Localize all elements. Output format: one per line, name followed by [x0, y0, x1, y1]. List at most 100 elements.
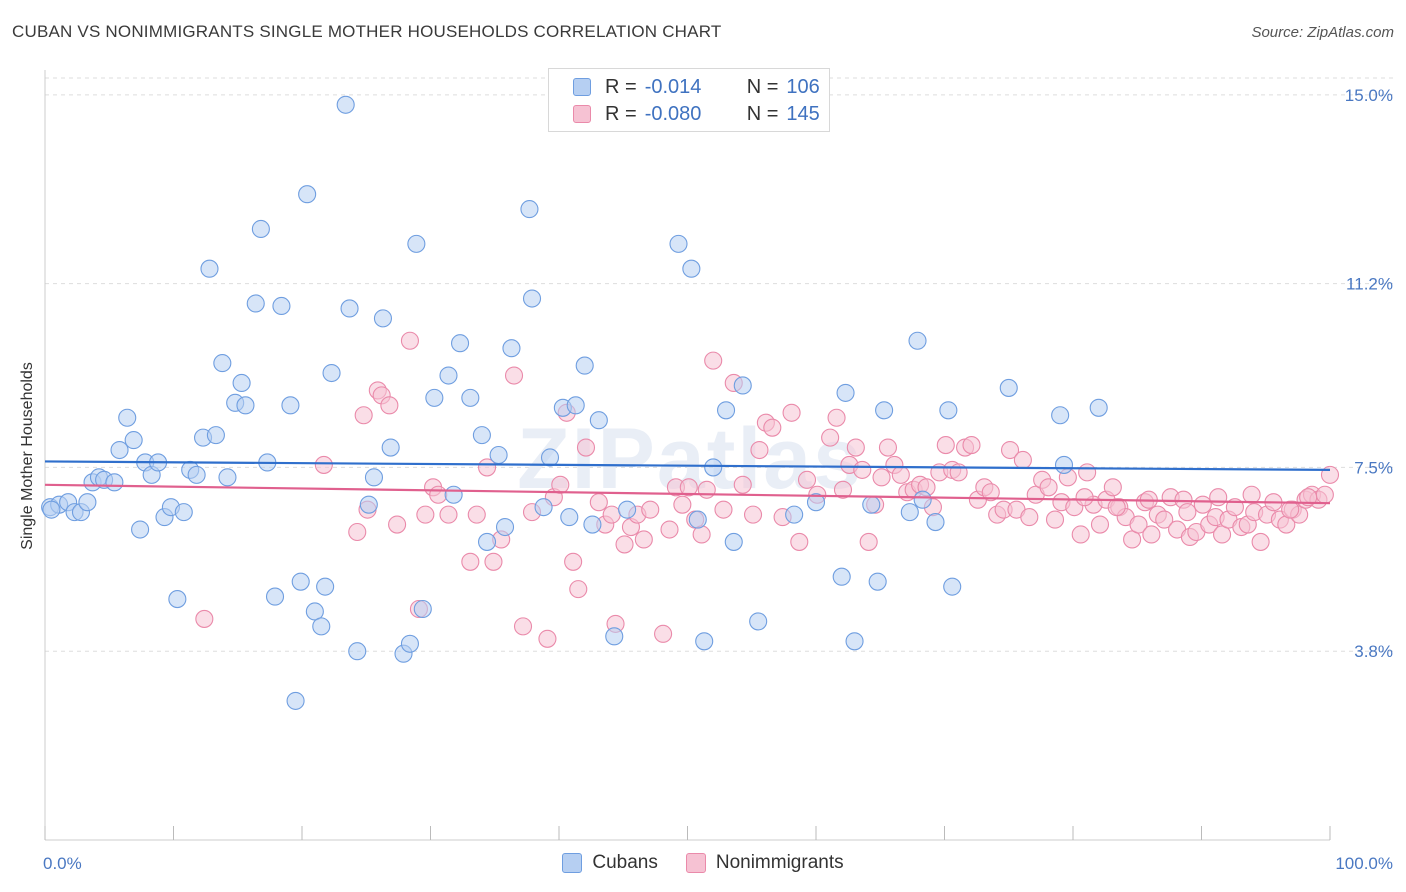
nonimmigrants-point [1075, 488, 1094, 507]
cubans-point [688, 510, 707, 529]
cubans-point [495, 517, 515, 537]
cubans-point [373, 309, 393, 328]
cubans-point [110, 440, 129, 460]
nonimmigrants-point [673, 495, 692, 514]
nonimmigrants-point [654, 624, 673, 643]
nonimmigrants-point [634, 530, 653, 549]
cubans-point [105, 473, 124, 492]
cubans-point [451, 334, 470, 353]
correlation-legend: R = -0.014 N = 106 R = -0.080 N = 145 [548, 68, 830, 132]
nonimmigrants-point [827, 408, 846, 427]
series-legend: Cubans Nonimmigrants [0, 852, 1406, 874]
nonimmigrants-point [782, 403, 801, 422]
series-cubans [41, 95, 1108, 710]
cubans-point [218, 468, 237, 487]
nonimmigrants-swatch-icon [573, 105, 591, 123]
cubans-point [908, 331, 927, 350]
cubans-point [540, 448, 560, 467]
cubans-point [286, 691, 305, 710]
cubans-point [251, 219, 270, 239]
nonimmigrants-point [743, 505, 763, 524]
legend-label-nonimmigrants: Nonimmigrants [715, 852, 844, 873]
nonimmigrants-point [846, 438, 865, 457]
cubans-point [560, 508, 579, 527]
nonimmigrants-point [1020, 508, 1039, 527]
cubans-point [444, 485, 463, 504]
legend-row-cubans: R = -0.014 N = 106 [573, 74, 820, 100]
nonimmigrants-point [380, 396, 399, 415]
cubans-point [298, 185, 317, 204]
nonimmigrants-point [569, 580, 588, 599]
nonimmigrants-point [1129, 515, 1148, 534]
nonimmigrants-point [1071, 525, 1090, 544]
cubans-point [272, 296, 291, 316]
cubans-point [168, 590, 187, 609]
cubans-point [232, 373, 251, 393]
nonimmigrants-point [697, 480, 716, 499]
cubans-point [265, 587, 285, 606]
cubans-point [733, 376, 752, 395]
cubans-point [461, 388, 480, 407]
nonimmigrants-point [872, 468, 891, 487]
cubans-point [407, 234, 426, 253]
nonimmigrants-point [314, 455, 333, 474]
cubans-point [42, 500, 61, 519]
nonimmigrants-point [1039, 478, 1058, 497]
nonimmigrants-point [564, 552, 583, 571]
cubans-point [836, 383, 855, 402]
cubans-point [605, 627, 624, 646]
nonimmigrants-point [853, 460, 872, 479]
nonimmigrants-point [1315, 485, 1334, 504]
cubans-point [832, 567, 851, 586]
legend-label-cubans: Cubans [592, 852, 658, 873]
nonimmigrants-point [1281, 500, 1300, 519]
x-tick-label-max: 100.0% [1335, 854, 1393, 873]
nonimmigrants-point [551, 475, 570, 494]
nonimmigrants-point [348, 522, 367, 542]
cubans-point [845, 632, 864, 651]
cubans-point [704, 458, 723, 477]
nonimmigrants-point [1078, 463, 1097, 482]
cubans-point [174, 503, 193, 522]
cubans-point [236, 396, 255, 415]
legend-row-nonimmigrants: R = -0.080 N = 145 [573, 101, 820, 127]
nonimmigrants-point [833, 480, 853, 499]
nonimmigrants-point [400, 331, 419, 350]
cubans-point [1051, 406, 1070, 425]
nonimmigrants-point [1155, 510, 1174, 529]
nonimmigrants-point [1103, 478, 1122, 497]
nonimmigrants-point [538, 629, 557, 648]
cubans-point [291, 572, 310, 591]
cubans-point [1089, 398, 1108, 417]
nonimmigrants-point [1000, 440, 1020, 460]
cubans-point [724, 532, 743, 551]
cubans-point [213, 354, 232, 373]
nonimmigrants-point [859, 532, 878, 551]
cubans-point [575, 356, 594, 375]
nonimmigrants-point [467, 505, 486, 524]
cubans-point [502, 339, 521, 358]
chart-source: Source: ZipAtlas.com [1251, 24, 1394, 41]
nonimmigrants-point [821, 428, 840, 447]
nonimmigrants-point [692, 525, 711, 544]
cubans-point [913, 490, 932, 509]
nonimmigrants-point [504, 366, 524, 385]
cubans-point [669, 234, 688, 253]
r-label: R = [605, 75, 637, 98]
cubans-point [124, 431, 143, 450]
cubans-point [340, 299, 359, 318]
nonimmigrants-trend-line [44, 483, 1331, 505]
axes [44, 70, 1331, 841]
cubans-point [926, 513, 945, 532]
cubans-point [618, 500, 637, 519]
nonimmigrants-point [416, 505, 435, 524]
cubans-point [806, 493, 826, 512]
nonimmigrants-point [589, 493, 608, 512]
cubans-point [305, 602, 324, 621]
nonimmigrants-point [1193, 495, 1212, 514]
cubans-point [943, 577, 962, 596]
cubans-point [862, 495, 881, 514]
cubans-point [534, 498, 553, 517]
cubans-point [425, 388, 444, 407]
